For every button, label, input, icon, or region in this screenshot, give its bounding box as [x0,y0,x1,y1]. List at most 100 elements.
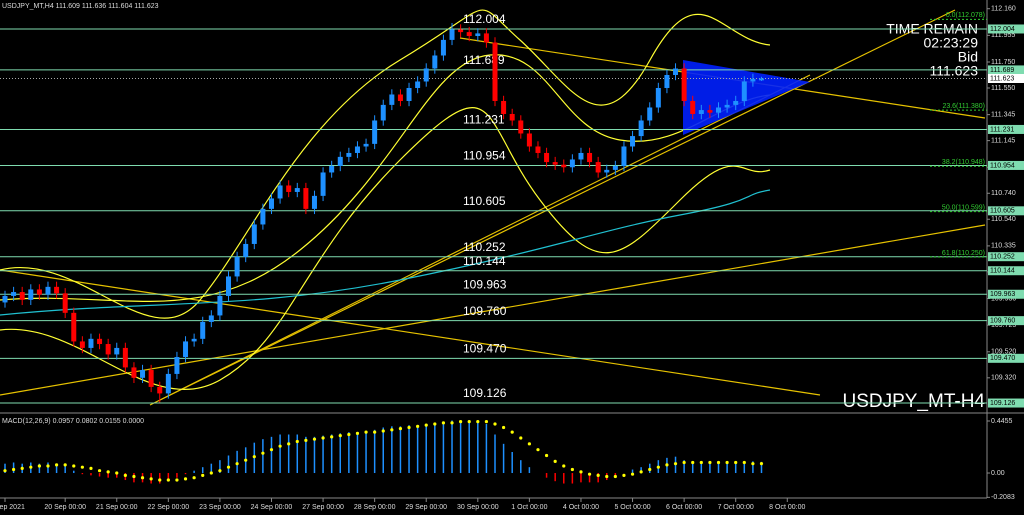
signal-dot [579,470,583,474]
y-tick-label: 0.4455 [991,418,1013,425]
candle-body [380,104,386,121]
signal-dot [347,432,351,437]
signal-dot [54,463,59,467]
candle-body [432,55,438,69]
signal-dot [46,464,50,468]
level-box-label: 112.004 [990,26,1015,33]
x-tick-label: 8 Oct 00:00 [769,504,805,511]
level-box [988,353,1024,363]
symbol-label: USDJPY_MT-H4 [842,391,985,412]
signal-dot [312,437,317,441]
candle-body [311,195,317,209]
x-tick-label: 1 Oct 00:00 [511,504,547,511]
signal-dot [459,420,463,424]
candle-body [294,188,300,192]
candle-body [612,165,618,170]
level-label: 110.605 [463,194,506,208]
y-tick-label: 0.00 [991,470,1005,477]
signal-dot [699,460,703,465]
level-box-label: 109.760 [990,317,1015,324]
signal-dot [648,467,652,472]
x-tick-label: 4 Oct 00:00 [563,504,599,511]
candle-body [114,347,120,355]
level-box [988,266,1024,276]
signal-dot [132,474,136,479]
signal-dot [476,420,480,424]
info-label: Bid [958,49,978,65]
candle-body [97,338,103,345]
y-tick-label: 109.320 [991,375,1016,382]
candle-body [28,289,34,300]
signal-dot [252,455,256,459]
candle-body [277,185,283,199]
level-box [988,65,1024,75]
candle-body [509,113,515,121]
candle-body [501,100,507,114]
x-tick-label: 30 Sep 00:00 [457,504,499,511]
signal-dot [665,463,669,467]
y-tick-label: 112.160 [991,6,1016,13]
candle-body [595,162,601,173]
candle-body [54,286,60,294]
signal-dot [373,430,377,434]
signal-dot [80,465,84,469]
candle-body [578,152,584,160]
candle-body [483,33,489,43]
candle-body [569,159,575,168]
candle-body [251,224,257,244]
signal-dot [3,469,7,473]
candle-body [535,146,541,153]
candle-body [458,29,464,33]
signal-dot [158,478,162,482]
candle-body [690,100,696,114]
level-label: 109.470 [463,341,507,355]
candle-body [750,78,756,82]
signal-dot [622,473,626,477]
candle-body [2,295,8,303]
level-box-label: 109.963 [990,291,1015,298]
signal-dot [321,436,325,440]
macd-title: MACD(12,26,9) 0.0957 0.0802 0.0155 0.000… [2,418,144,425]
signal-dot [304,438,308,442]
signal-dot [708,460,712,465]
level-box-label: 109.126 [990,400,1015,407]
candle-body [621,146,627,166]
signal-dot [424,423,428,427]
signal-dot [183,477,188,481]
signal-dot [115,471,119,475]
signal-dot [484,420,489,424]
trend-lines [0,9,986,406]
candle-body [724,104,730,108]
candle-body [638,120,644,137]
candle-body [363,143,369,147]
level-box [988,252,1024,262]
y-tick-label: 111.145 [991,137,1015,144]
candle-body [354,146,360,153]
signal-dot [287,442,291,446]
candle-body [518,120,524,134]
candle-body [303,188,309,209]
candle-body [131,367,137,378]
candle-body [243,243,249,257]
candle-body [561,164,567,168]
candle-body [698,110,704,114]
candle-body [329,165,335,173]
signal-dot [201,473,205,477]
signal-dot [553,459,557,463]
signal-dot [20,466,24,470]
candle-body [655,87,661,108]
level-box-label: 109.470 [990,355,1015,362]
x-tick-label: 21 Sep 00:00 [96,504,138,511]
x-tick-label: 20 Sep 00:00 [44,504,86,511]
level-box [988,24,1024,34]
signal-dot [742,460,746,465]
signal-dot [175,478,179,482]
candle-body [716,107,722,113]
candle-body [140,370,146,378]
y-tick-label: 109.930 [991,295,1016,302]
level-label: 110.954 [463,149,506,163]
signal-dot [751,462,755,466]
signal-dot [330,435,334,439]
x-tick-label: 23 Sep 00:00 [199,504,241,511]
signal-dot [261,451,265,455]
